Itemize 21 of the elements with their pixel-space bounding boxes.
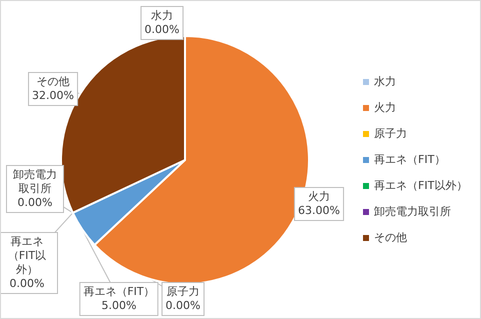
slice-label: 再エネ（FIT） <box>83 285 155 299</box>
category-label: 原子力 <box>166 285 200 298</box>
data-label: 5.00% <box>100 299 138 313</box>
slice-label: 火力 <box>307 190 331 204</box>
legend-label: 火力 <box>374 101 396 114</box>
text: 0.00% <box>166 299 200 312</box>
text: 0.00% <box>144 23 180 36</box>
legend-label: 水力 <box>374 75 396 88</box>
data-label: 32.00% <box>32 89 74 103</box>
category-label: 再エネ（FIT以外） <box>8 235 46 276</box>
category-label: 卸売電力取引所 <box>13 168 57 195</box>
legend-label: 原子力 <box>374 127 407 140</box>
text: 0.00% <box>18 196 52 209</box>
legend-label: その他 <box>374 231 407 244</box>
category-label: 水力 <box>150 9 173 22</box>
legend-label: 卸売電力取引所 <box>374 205 451 218</box>
slice-label: その他 <box>36 75 70 89</box>
legend-label: 再エネ（FIT） <box>374 153 446 166</box>
text: 0.00% <box>10 277 44 290</box>
data-label: 63.00% <box>298 204 340 218</box>
legend-label: 再エネ（FIT以外） <box>374 179 468 192</box>
